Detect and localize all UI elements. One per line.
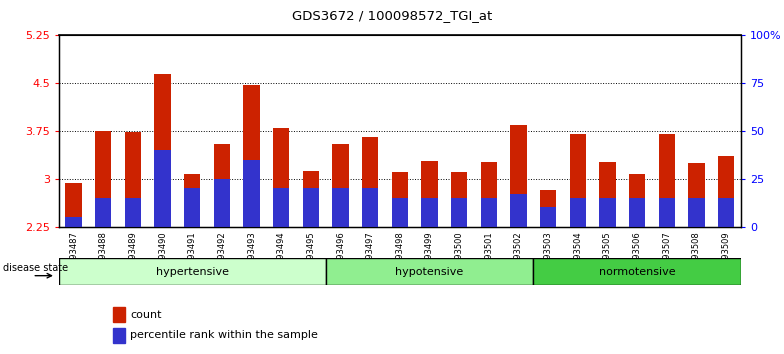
Bar	[273, 188, 289, 227]
Bar	[688, 163, 705, 227]
Bar	[332, 188, 349, 227]
Bar	[392, 172, 408, 227]
Bar	[154, 150, 171, 227]
Bar	[273, 128, 289, 227]
Bar	[481, 198, 497, 227]
Text: GDS3672 / 100098572_TGI_at: GDS3672 / 100098572_TGI_at	[292, 9, 492, 22]
Bar	[184, 188, 201, 227]
Bar	[451, 198, 467, 227]
Bar	[325, 258, 533, 285]
Bar	[599, 198, 615, 227]
Bar	[303, 188, 319, 227]
Bar	[95, 131, 111, 227]
Bar	[629, 198, 645, 227]
Bar	[421, 198, 437, 227]
Bar	[95, 198, 111, 227]
Text: hypotensive: hypotensive	[395, 267, 463, 277]
Bar	[184, 174, 201, 227]
Text: disease state: disease state	[3, 263, 68, 273]
Bar	[114, 307, 125, 322]
Text: percentile rank within the sample: percentile rank within the sample	[130, 330, 318, 341]
Bar	[570, 134, 586, 227]
Bar	[243, 85, 260, 227]
Bar	[599, 161, 615, 227]
Bar	[66, 183, 82, 227]
Bar	[421, 161, 437, 227]
Bar	[59, 258, 325, 285]
Bar	[659, 198, 675, 227]
Bar	[510, 125, 527, 227]
Bar	[570, 198, 586, 227]
Bar	[125, 132, 141, 227]
Text: normotensive: normotensive	[599, 267, 675, 277]
Bar	[629, 174, 645, 227]
Bar	[154, 74, 171, 227]
Bar	[718, 198, 734, 227]
Bar	[125, 198, 141, 227]
Bar	[659, 134, 675, 227]
Bar	[533, 258, 741, 285]
Text: count: count	[130, 310, 162, 320]
Text: hypertensive: hypertensive	[156, 267, 229, 277]
Bar	[718, 156, 734, 227]
Bar	[214, 144, 230, 227]
Bar	[540, 190, 557, 227]
Bar	[114, 328, 125, 343]
Bar	[332, 144, 349, 227]
Bar	[243, 160, 260, 227]
Bar	[214, 179, 230, 227]
Bar	[362, 188, 379, 227]
Bar	[303, 171, 319, 227]
Bar	[451, 172, 467, 227]
Bar	[362, 137, 379, 227]
Bar	[392, 198, 408, 227]
Bar	[688, 198, 705, 227]
Bar	[540, 207, 557, 227]
Bar	[481, 161, 497, 227]
Bar	[510, 194, 527, 227]
Bar	[66, 217, 82, 227]
